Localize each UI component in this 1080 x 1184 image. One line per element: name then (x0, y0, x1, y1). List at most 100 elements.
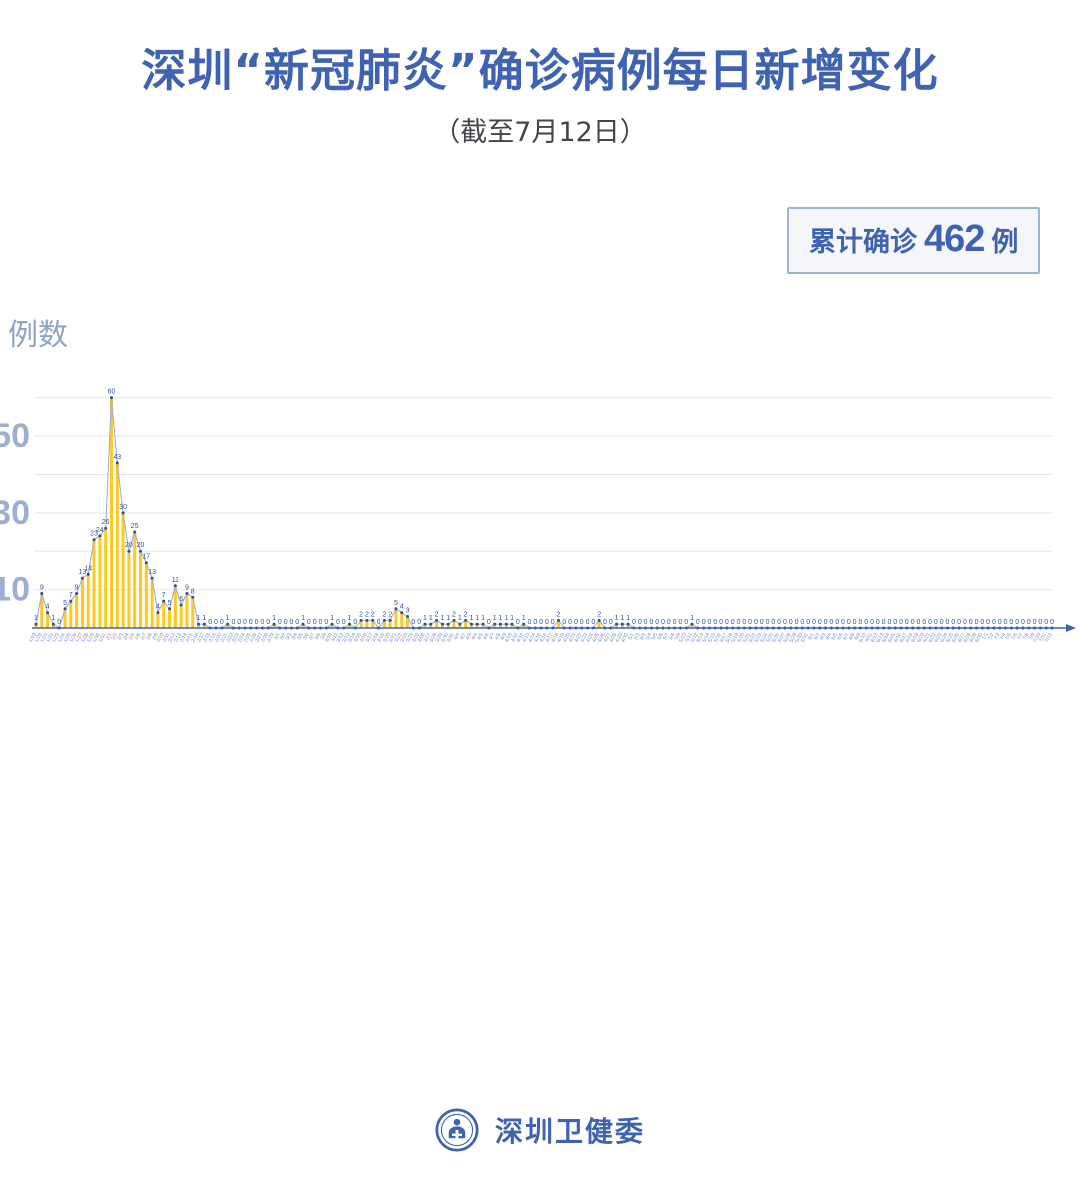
chart-bar (388, 620, 392, 628)
chart-data-label: 1 (348, 615, 352, 622)
chart-data-label: 0 (905, 619, 909, 626)
chart-data-label: 0 (411, 619, 415, 626)
chart-data-label: 4 (46, 604, 50, 611)
chart-data-label: 0 (208, 619, 212, 626)
x-axis-arrow-icon (1066, 624, 1076, 632)
chart-data-point (452, 618, 456, 622)
chart-data-point (626, 622, 630, 626)
x-axis-tick-label: 5/19 (730, 632, 740, 644)
chart-data-point (139, 549, 143, 553)
chart-data-label: 0 (754, 619, 758, 626)
x-axis-tick-label: 5/23 (754, 632, 764, 644)
chart-data-label: 0 (853, 619, 857, 626)
chart-data-point (406, 614, 410, 618)
x-axis-tick-label: 3/20 (382, 632, 392, 644)
chart-data-label: 0 (655, 619, 659, 626)
chart-data-label: 1 (51, 615, 55, 622)
x-axis-tick-label: 5/8 (668, 632, 677, 641)
chart-data-point (150, 576, 154, 580)
x-axis-tick-label: 7/12 (1044, 632, 1054, 644)
x-axis-tick-label: 6/7 (842, 632, 851, 641)
chart-data-label: 20 (125, 542, 133, 549)
chart-data-point (469, 622, 473, 626)
x-axis-tick-label: 7/8 (1022, 632, 1031, 641)
x-axis-tick-label: 2/15 (185, 632, 195, 644)
chart-data-label: 0 (829, 619, 833, 626)
chart-data-label: 0 (812, 619, 816, 626)
chart-data-label: 1 (440, 615, 444, 622)
x-axis-tick-label: 3/8 (314, 632, 323, 641)
chart-bar (115, 462, 119, 628)
x-axis-tick-label: 5/13 (696, 632, 706, 644)
chart-data-label: 0 (632, 619, 636, 626)
chart-data-label: 0 (586, 619, 590, 626)
x-axis-tick-label: 7/6 (1010, 632, 1019, 641)
x-axis-tick-label: 3/30 (440, 632, 450, 644)
x-axis-tick-label: 3/31 (446, 632, 456, 644)
chart-data-label: 0 (986, 619, 990, 626)
x-axis-tick-label: 6/16 (893, 632, 903, 644)
x-axis-tick-label: 1/28 (80, 632, 90, 644)
chart-data-point (75, 591, 79, 595)
chart-data-label: 0 (574, 619, 578, 626)
chart-data-label: 0 (783, 619, 787, 626)
x-axis-tick-label: 3/29 (434, 632, 444, 644)
chart-data-point (46, 611, 50, 615)
chart-bar (197, 624, 201, 628)
chart-data-point (371, 618, 375, 622)
chart-data-label: 0 (255, 619, 259, 626)
chart-data-label: 6 (179, 596, 183, 603)
x-axis-tick-label: 4/10 (504, 632, 514, 644)
x-axis-tick-label: 4/29 (614, 632, 624, 644)
chart-data-label: 0 (719, 619, 723, 626)
chart-bar (46, 612, 50, 628)
chart-data-label: 9 (185, 584, 189, 591)
chart-data-label: 0 (899, 619, 903, 626)
x-axis-tick-label: 3/2 (279, 632, 288, 641)
chart-bar (522, 624, 526, 628)
chart-data-label: 1 (475, 615, 479, 622)
chart-bar (109, 397, 113, 628)
chart-data-label: 0 (992, 619, 996, 626)
chart-data-label: 2 (435, 611, 439, 618)
x-axis-tick-label: 4/28 (608, 632, 618, 644)
x-axis-tick-label: 6/8 (848, 632, 857, 641)
chart-data-label: 0 (487, 619, 491, 626)
x-axis-tick-label: 2/2 (110, 632, 119, 641)
chart-data-label: 0 (528, 619, 532, 626)
chart-data-label: 0 (847, 619, 851, 626)
chart-data-label: 5 (394, 600, 398, 607)
x-axis-tick-label: 1/26 (69, 632, 79, 644)
x-axis-tick-label: 7/1 (981, 632, 990, 641)
chart-data-label: 0 (1050, 619, 1054, 626)
chart-bar (63, 608, 67, 628)
chart-bar (458, 624, 462, 628)
chart-bar (185, 593, 189, 628)
x-axis-tick-label: 2/4 (122, 632, 131, 641)
x-axis-tick-label: 1/29 (86, 632, 96, 644)
chart-data-label: 0 (319, 619, 323, 626)
chart-data-label: 0 (609, 619, 613, 626)
chart-data-point (330, 622, 334, 626)
chart-bar (75, 593, 79, 628)
chart-data-point (168, 607, 172, 611)
chart-data-label: 0 (760, 619, 764, 626)
chart-data-label: 0 (957, 619, 961, 626)
chart-data-label: 2 (371, 611, 375, 618)
shenzhen-health-commission-emblem-icon (435, 1108, 479, 1152)
x-axis-tick-label: 2/9 (151, 632, 160, 641)
x-axis-tick-label: 2/8 (145, 632, 154, 641)
x-axis-tick-label: 4/11 (510, 632, 520, 643)
chart-data-point (359, 618, 363, 622)
chart-bar (620, 624, 624, 628)
chart-data-label: 9 (75, 584, 79, 591)
chart-data-label: 0 (702, 619, 706, 626)
chart-data-label: 0 (1044, 619, 1048, 626)
chart-data-label: 23 (90, 531, 98, 538)
chart-data-label: 0 (1004, 619, 1008, 626)
x-axis-tick-label: 6/4 (825, 632, 834, 641)
x-axis-tick-label: 3/9 (319, 632, 328, 641)
chart-data-label: 1 (690, 615, 694, 622)
chart-data-point (191, 595, 195, 599)
x-axis-tick-label: 3/1 (273, 632, 282, 641)
